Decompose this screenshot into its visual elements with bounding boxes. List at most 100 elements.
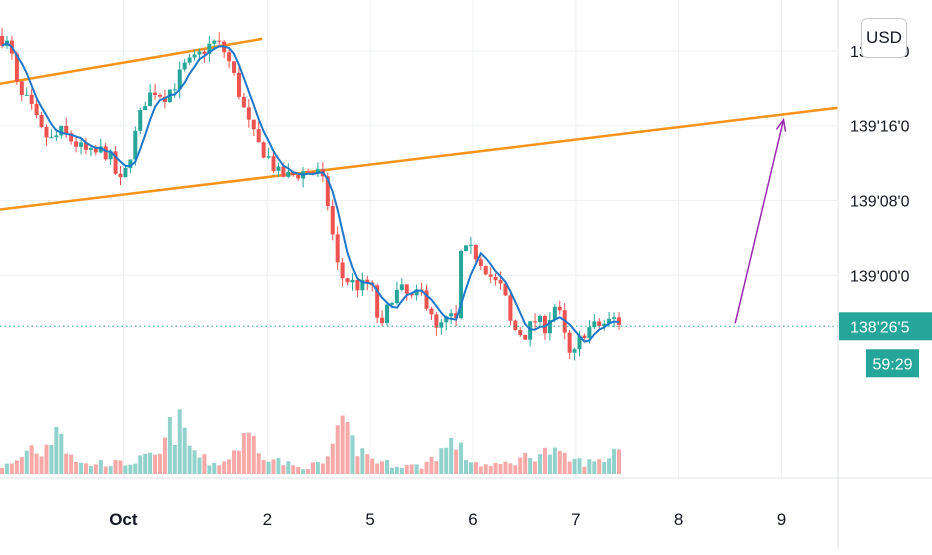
price-tick-label: 139'08'0: [850, 194, 910, 211]
candle-body: [602, 323, 607, 327]
volume-bar: [0, 467, 5, 474]
time-tick-label: 2: [263, 510, 272, 529]
candle-body: [538, 316, 543, 322]
volume-bar: [4, 463, 9, 474]
candle-body: [523, 335, 528, 340]
volume-bar: [389, 467, 394, 474]
volume-bar: [360, 448, 365, 474]
volume-bar: [468, 462, 473, 474]
volume-bar: [325, 456, 330, 474]
volume-bar: [44, 444, 49, 474]
volume-bar: [612, 448, 617, 474]
candle-body: [429, 308, 434, 315]
time-tick-label: 8: [674, 510, 683, 529]
volume-bar: [276, 458, 281, 474]
volume-bar: [148, 452, 153, 474]
time-tick-label: 7: [571, 510, 580, 529]
candle-body: [98, 146, 103, 153]
volume-bar: [597, 459, 602, 474]
time-tick-label: 5: [365, 510, 374, 529]
candle-body: [478, 259, 483, 266]
candle-body: [118, 173, 123, 178]
candle-body: [202, 51, 207, 54]
candle-body: [143, 106, 148, 111]
volume-bar: [241, 432, 246, 474]
volume-bar: [385, 460, 390, 474]
candle-body: [291, 171, 296, 175]
candle-body: [79, 142, 84, 147]
volume-bar: [133, 463, 138, 474]
volume-bar: [222, 461, 227, 474]
countdown-tag: [866, 349, 919, 378]
volume-bar: [567, 461, 572, 474]
projection-arrow-head: [775, 117, 787, 132]
volume-bar: [187, 445, 192, 474]
volume-bar: [256, 453, 261, 474]
volume-bar: [552, 447, 557, 474]
candle-body: [409, 293, 414, 296]
volume-bar: [572, 458, 577, 474]
candle-body: [582, 335, 587, 339]
candle-body: [612, 317, 617, 319]
volume-bar: [64, 453, 69, 474]
candle-body: [375, 285, 380, 318]
candle-body: [93, 148, 98, 153]
volume-bar: [291, 465, 296, 474]
volume-bar: [192, 450, 197, 474]
candle-body: [385, 304, 390, 324]
volume-bar: [335, 425, 340, 474]
last-price-tag: [839, 312, 932, 341]
volume-bar: [24, 450, 29, 474]
volume-bar: [315, 462, 320, 474]
volume-bar: [14, 460, 19, 474]
volume-bar: [271, 459, 276, 474]
volume-bar: [616, 449, 621, 474]
candle-body: [83, 142, 88, 150]
candle-body: [355, 279, 360, 291]
candle-body: [197, 51, 202, 55]
candle-body: [128, 159, 133, 168]
time-tick-label: 6: [468, 510, 477, 529]
currency-selector[interactable]: USD: [861, 18, 907, 58]
candle-body: [251, 119, 256, 130]
volume-bar: [528, 458, 533, 474]
volume-bar: [587, 459, 592, 474]
candle-body: [542, 316, 547, 334]
candle-body: [577, 335, 582, 350]
volume-bar: [557, 450, 562, 474]
volume-bar: [227, 459, 232, 474]
volume-bar: [39, 456, 44, 474]
volume-bar: [138, 455, 143, 474]
candle-body: [365, 279, 370, 283]
candle-body: [88, 148, 93, 150]
candle-body: [207, 43, 212, 54]
volume-bar: [128, 464, 133, 474]
volume-bar: [419, 468, 424, 474]
candle-body: [508, 295, 513, 321]
volume-bar: [562, 452, 567, 474]
candle-body: [468, 244, 473, 246]
candle-body: [14, 53, 19, 82]
candle-body: [463, 245, 468, 251]
volume-bar: [478, 466, 483, 474]
candle-body: [241, 96, 246, 108]
volume-bar: [236, 450, 241, 474]
volume-bar: [320, 463, 325, 474]
volume-bar: [301, 469, 306, 474]
candle-body: [518, 330, 523, 336]
last-price-label: 138'26'5: [850, 319, 910, 336]
volume-bar: [394, 466, 399, 474]
volume-bar: [439, 448, 444, 474]
volume-bar: [434, 461, 439, 474]
candle-body: [113, 151, 118, 174]
candle-body: [597, 321, 602, 327]
candle-body: [59, 125, 64, 136]
candle-body: [399, 284, 404, 290]
volume-bar: [113, 459, 118, 474]
candle-body: [192, 54, 197, 58]
candle-body: [424, 290, 429, 309]
volume-bar: [182, 427, 187, 474]
volume-bar: [538, 454, 543, 474]
